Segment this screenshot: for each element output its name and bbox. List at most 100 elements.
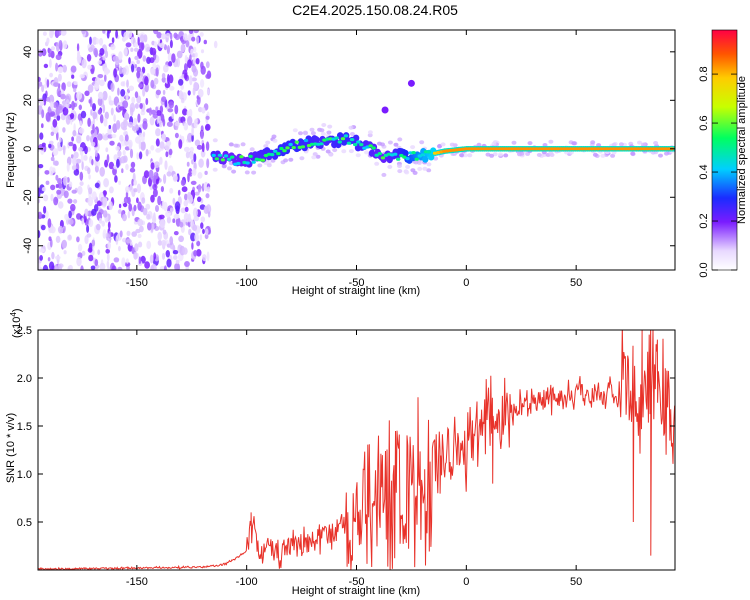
noise-speckle xyxy=(192,224,198,231)
noise-speckle xyxy=(50,193,54,202)
noise-speckle xyxy=(53,196,59,206)
x-tick-label: -50 xyxy=(349,576,365,588)
noise-speckle xyxy=(117,209,122,214)
noise-speckle xyxy=(130,107,134,117)
noise-speckle xyxy=(38,230,41,239)
noise-speckle xyxy=(94,150,98,158)
noise-speckle xyxy=(89,36,92,45)
noise-speckle xyxy=(76,91,83,100)
noise-speckle xyxy=(193,30,199,34)
noise-speckle xyxy=(183,122,188,131)
noise-speckle xyxy=(70,65,77,73)
noise-speckle xyxy=(102,134,109,141)
noise-speckle xyxy=(144,76,149,86)
noise-speckle xyxy=(57,263,62,270)
noise-speckle xyxy=(171,113,174,119)
noise-speckle xyxy=(160,186,164,193)
noise-speckle xyxy=(134,243,139,252)
noise-speckle xyxy=(102,229,107,239)
noise-speckle xyxy=(189,151,194,160)
noise-speckle xyxy=(57,201,64,209)
noise-speckle xyxy=(125,238,132,244)
noise-speckle xyxy=(161,252,166,260)
noise-speckle xyxy=(122,111,125,117)
ridge-core xyxy=(657,147,662,151)
noise-speckle xyxy=(136,95,142,104)
noise-speckle xyxy=(141,197,146,204)
noise-speckle xyxy=(189,75,193,86)
noise-speckle xyxy=(144,261,151,269)
noise-speckle xyxy=(109,186,114,194)
noise-speckle xyxy=(191,126,194,136)
ridge-core xyxy=(411,151,416,155)
noise-speckle xyxy=(191,134,194,142)
spectrogram-x-label: Height of straight line (km) xyxy=(292,285,420,297)
noise-speckle xyxy=(133,117,138,127)
ridge-core xyxy=(482,147,487,151)
noise-speckle xyxy=(131,231,137,237)
ridge-core xyxy=(291,146,296,150)
noise-speckle xyxy=(97,133,103,141)
ridge-halo xyxy=(244,170,250,175)
noise-speckle xyxy=(174,104,179,115)
noise-speckle xyxy=(71,136,74,142)
noise-speckle xyxy=(196,240,201,247)
noise-speckle xyxy=(87,167,91,175)
noise-speckle xyxy=(70,154,74,159)
noise-speckle xyxy=(127,211,131,219)
noise-speckle xyxy=(188,228,192,236)
ridge-halo xyxy=(212,138,218,143)
ridge-core xyxy=(405,157,410,161)
noise-speckle xyxy=(119,106,125,111)
noise-speckle xyxy=(174,201,181,212)
noise-speckle xyxy=(76,43,80,52)
noise-speckle xyxy=(106,154,110,163)
ridge-outer xyxy=(422,155,429,163)
noise-speckle xyxy=(146,56,151,64)
ridge-core xyxy=(568,147,573,151)
noise-speckle xyxy=(161,33,166,40)
noise-speckle xyxy=(87,247,93,253)
noise-speckle xyxy=(206,186,211,193)
noise-speckle xyxy=(84,90,90,97)
noise-speckle xyxy=(43,206,47,214)
ridge-core xyxy=(494,147,499,151)
ridge-core xyxy=(414,157,419,161)
noise-speckle xyxy=(153,41,158,48)
noise-speckle xyxy=(39,132,44,140)
noise-speckle xyxy=(174,121,180,127)
ridge-halo xyxy=(233,143,239,148)
noise-speckle xyxy=(106,253,110,262)
noise-speckle xyxy=(77,50,81,57)
snr-x-ticks: -150 -100 -50 0 50 xyxy=(126,330,582,588)
noise-speckle xyxy=(183,200,189,207)
ridge-core xyxy=(276,152,281,156)
noise-speckle xyxy=(57,182,63,189)
ridge-core xyxy=(472,147,478,151)
ridge-halo xyxy=(387,164,393,169)
noise-speckle xyxy=(133,47,139,52)
noise-speckle xyxy=(126,230,131,237)
noise-speckle xyxy=(155,178,159,185)
noise-speckle xyxy=(187,172,190,183)
noise-speckle xyxy=(120,156,126,164)
noise-speckle xyxy=(92,103,96,112)
noise-speckle xyxy=(66,81,72,88)
noise-speckle xyxy=(68,181,73,188)
noise-speckle xyxy=(56,189,62,195)
noise-speckle xyxy=(190,48,194,55)
ridge-halo xyxy=(417,166,423,171)
ridge-core xyxy=(368,144,373,148)
ridge-halo xyxy=(348,125,354,130)
noise-speckle xyxy=(146,240,152,250)
ridge-halo xyxy=(426,168,432,173)
noise-speckle xyxy=(118,203,122,209)
noise-speckle xyxy=(61,82,66,92)
noise-speckle xyxy=(182,33,188,41)
noise-speckle xyxy=(203,205,209,214)
noise-speckle xyxy=(68,264,73,270)
noise-speckle xyxy=(98,37,104,46)
noise-speckle xyxy=(136,59,140,65)
noise-speckle xyxy=(55,235,61,243)
noise-speckle xyxy=(62,127,66,133)
